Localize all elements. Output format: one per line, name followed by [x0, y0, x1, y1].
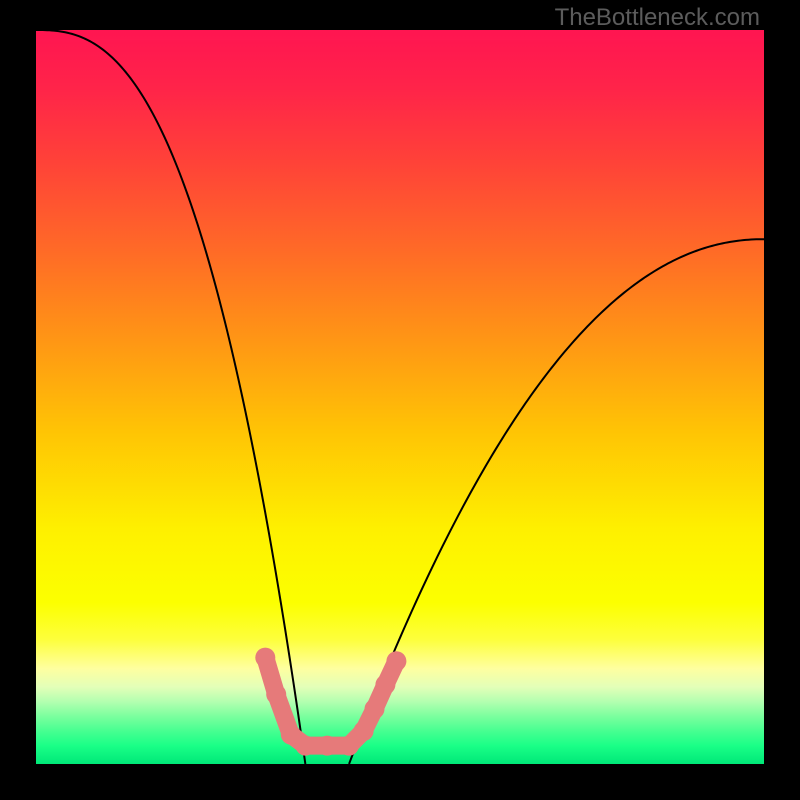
bottom-trace-dot: [317, 736, 337, 756]
chart-stage: TheBottleneck.com: [0, 0, 800, 800]
bottom-trace-dot: [386, 651, 406, 671]
bottom-trace-dot: [375, 675, 395, 695]
bottom-trace-dot: [339, 736, 359, 756]
bottom-trace-dot: [255, 648, 275, 668]
bottom-trace-dot: [365, 699, 385, 719]
bottom-trace-dot: [266, 684, 286, 704]
bottom-trace-dot: [354, 721, 374, 741]
chart-svg: [0, 0, 800, 800]
bottom-trace-dot: [295, 736, 315, 756]
